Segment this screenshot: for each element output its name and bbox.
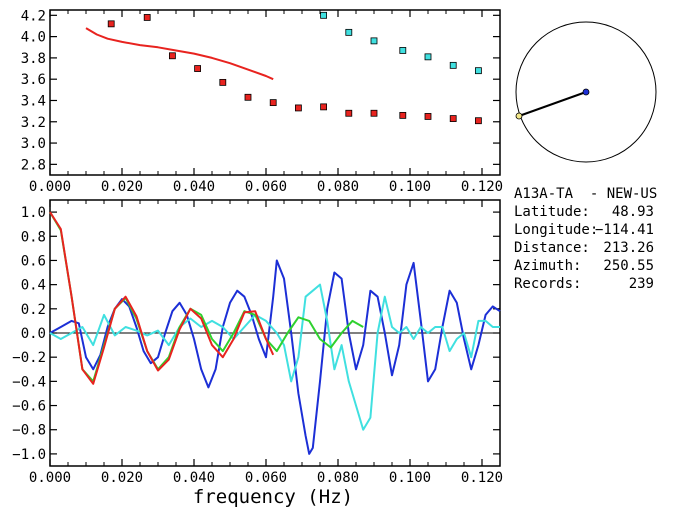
azimuth-path-line [518,91,587,117]
dispersion-point [320,103,328,111]
records-value: 239 [629,276,654,292]
dispersion-point [449,61,457,69]
dispersion-point [345,28,353,36]
y-tick-label: −0.8 [12,423,46,439]
y-tick-label: 4.2 [21,8,46,24]
records-label: Records: [514,276,581,292]
dispersion-point [474,117,482,125]
x-tick-label: 0.120 [461,470,503,486]
azimuth-map [515,21,657,163]
azimuth-label: Azimuth: [514,258,581,274]
dispersion-point [370,109,378,117]
y-tick-label: 0.8 [21,229,46,245]
x-tick-label: 0.080 [317,179,359,195]
correlation-series-line [49,259,501,455]
x-tick-label: 0.020 [101,179,143,195]
x-axis-label: frequency (Hz) [193,486,353,508]
x-tick-label: 0.060 [245,470,287,486]
latitude-label: Latitude: [514,204,590,220]
correlation-series [49,211,501,455]
correlation-series-line [49,283,500,431]
x-tick-label: 0.080 [317,470,359,486]
correlation-series-line [49,211,275,385]
y-tick-label: −1.0 [12,447,46,463]
y-tick-label: 1.0 [21,205,46,221]
dispersion-point [143,14,151,21]
x-tick-label: 0.100 [389,179,431,195]
dispersion-point [107,20,115,28]
y-tick-label: −0.6 [12,399,46,415]
correlation-axis-ticks: 0.000 0.020 0.040 0.060 0.080 0.100 0.120 1.0 0.… [12,200,503,486]
x-tick-label: 0.000 [29,470,71,486]
dispersion-point [244,93,252,101]
y-tick-label: 3.4 [21,93,46,109]
x-tick-label: 0.040 [173,179,215,195]
longitude-label: Longitude: [514,222,598,238]
station-info: A13A-TA - NEW-US Latitude: 48.93 Longitu… [514,186,657,292]
dispersion-point [168,52,176,60]
dispersion-point [370,37,378,45]
distance-value: 213.26 [603,240,654,256]
dispersion-point [424,113,432,120]
x-tick-label: 0.020 [101,470,143,486]
dispersion-panel: 0.000 0.020 0.040 0.060 0.080 0.100 0.120 2.8 3.… [21,8,503,195]
x-tick-label: 0.100 [389,470,431,486]
azimuth-circle [515,21,657,163]
dispersion-point [294,104,302,112]
y-tick-label: 0.0 [21,326,46,342]
y-tick-label: 3.6 [21,72,46,88]
dispersion-point [449,115,457,122]
y-tick-label: 0.2 [21,302,46,318]
azimuth-value: 250.55 [603,258,654,274]
y-tick-label: 3.8 [21,51,46,67]
y-tick-label: 2.8 [21,157,46,173]
dispersion-point [345,109,353,117]
dispersion-point [320,11,328,19]
y-tick-label: 3.2 [21,115,46,131]
x-tick-label: 0.060 [245,179,287,195]
dispersion-point [269,99,277,107]
y-tick-label: −0.2 [12,350,46,366]
latitude-value: 48.93 [612,204,654,220]
y-tick-label: 0.6 [21,253,46,269]
dispersion-point [474,67,482,75]
dispersion-point [424,53,432,61]
dispersion-panel-frame [49,9,501,176]
dispersion-point [399,111,407,119]
distance-label: Distance: [514,240,590,256]
y-tick-label: 3.0 [21,136,46,152]
dispersion-point [194,65,202,72]
dispersion-point [399,47,407,54]
station-marker [582,88,590,96]
dispersion-series [85,11,482,125]
dispersion-axis-ticks: 0.000 0.020 0.040 0.060 0.080 0.100 0.120 2.8 3.… [21,8,503,195]
x-tick-label: 0.040 [173,470,215,486]
dispersion-series-line [85,27,274,81]
y-tick-label: −0.4 [12,374,46,390]
dispersion-point [219,78,227,86]
x-tick-label: 0.120 [461,179,503,195]
correlation-series-line [49,211,364,383]
x-tick-label: 0.000 [29,179,71,195]
station-name: A13A-TA - NEW-US [514,186,657,202]
y-tick-label: 4.0 [21,30,46,46]
event-marker [515,112,523,120]
correlation-panel: 0.000 0.020 0.040 0.060 0.080 0.100 0.120 1.0 0.… [12,199,503,508]
longitude-value: −114.41 [595,222,654,238]
y-tick-label: 0.4 [21,278,46,294]
